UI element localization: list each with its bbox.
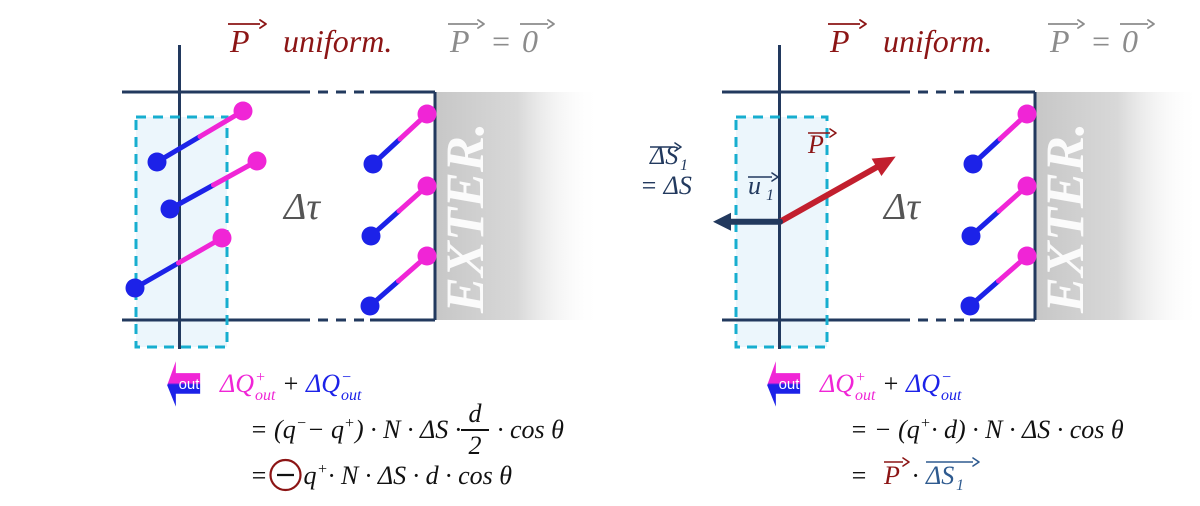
svg-text:) · N · ΔS ·: ) · N · ΔS · [353, 415, 461, 444]
svg-text:uniform.: uniform. [883, 23, 992, 59]
svg-text:1: 1 [766, 187, 774, 204]
svg-text:q: q [304, 461, 317, 490]
svg-text:out: out [179, 376, 201, 393]
svg-text:P: P [1049, 23, 1070, 59]
svg-text:ΔS: ΔS [925, 461, 954, 490]
svg-text:out: out [341, 387, 362, 404]
svg-text:ΔS: ΔS [649, 141, 678, 170]
svg-text:+: + [855, 369, 866, 386]
svg-text:· cos θ: · cos θ [497, 415, 564, 444]
svg-text:P: P [807, 130, 824, 159]
svg-text:P: P [883, 461, 900, 490]
svg-text:+: + [282, 369, 300, 398]
svg-text:P: P [449, 23, 470, 59]
svg-text:=: = [250, 461, 268, 490]
svg-text:−: − [941, 369, 952, 386]
svg-text:u: u [748, 171, 761, 200]
svg-text:P: P [829, 23, 850, 59]
svg-text:=: = [850, 461, 868, 490]
svg-text:+: + [882, 369, 900, 398]
svg-text:P: P [229, 23, 250, 59]
svg-text:uniform.: uniform. [283, 23, 392, 59]
svg-text:+: + [255, 369, 266, 386]
svg-text:ΔQ: ΔQ [305, 369, 340, 398]
svg-text:EXTER.: EXTER. [1035, 122, 1095, 314]
svg-text:= ΔS: = ΔS [640, 171, 692, 200]
svg-text:0: 0 [1122, 23, 1138, 59]
svg-text:Δτ: Δτ [282, 186, 321, 228]
svg-text:· N · ΔS · d · cos θ: · N · ΔS · d · cos θ [328, 461, 512, 490]
svg-text:−: − [296, 415, 307, 432]
svg-text:ΔQ: ΔQ [905, 369, 940, 398]
svg-text:ΔQ: ΔQ [219, 369, 254, 398]
svg-text:Δτ: Δτ [882, 186, 921, 228]
svg-text:out: out [255, 387, 276, 404]
svg-text:= (q: = (q [250, 415, 296, 444]
svg-text:− q: − q [307, 415, 344, 444]
svg-text:· d) · N · ΔS · cos θ: · d) · N · ΔS · cos θ [931, 415, 1124, 444]
svg-text:out: out [855, 387, 876, 404]
svg-text:+: + [920, 415, 931, 432]
svg-text:d: d [469, 399, 483, 428]
svg-text:1: 1 [956, 477, 964, 494]
svg-text:=: = [490, 23, 512, 59]
svg-text:·: · [912, 461, 919, 490]
svg-text:−: − [341, 369, 352, 386]
svg-text:+: + [344, 415, 355, 432]
svg-text:EXTER.: EXTER. [435, 122, 495, 314]
svg-text:ΔQ: ΔQ [819, 369, 854, 398]
svg-text:0: 0 [522, 23, 538, 59]
svg-text:out: out [779, 376, 801, 393]
svg-text:2: 2 [469, 431, 482, 460]
svg-text:= − (q: = − (q [850, 415, 920, 444]
svg-text:out: out [941, 387, 962, 404]
svg-text:=: = [1090, 23, 1112, 59]
svg-text:+: + [317, 461, 328, 478]
